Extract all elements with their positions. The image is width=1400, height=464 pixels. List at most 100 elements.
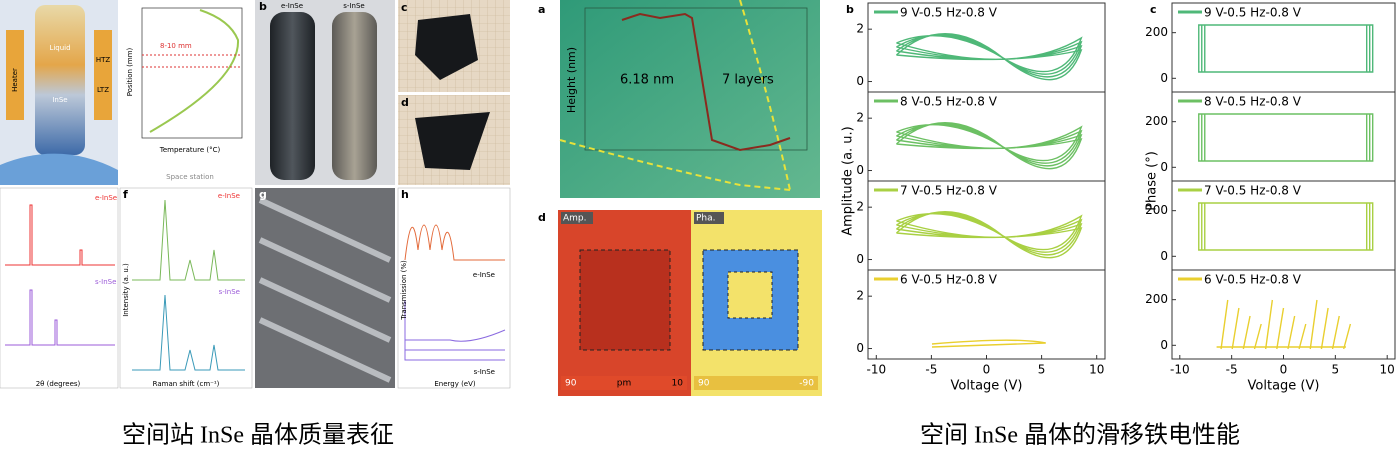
height-profile: [621, 12, 791, 152]
y-tick-label: 0: [1160, 71, 1168, 85]
xrd-e-label: e-InSe: [95, 194, 117, 202]
pha-max: -90: [799, 379, 814, 389]
panel-label: d: [401, 96, 409, 109]
panel-label: b: [846, 3, 854, 16]
ampoule: [35, 5, 85, 155]
x-tick-label: -10: [1170, 363, 1190, 377]
trans-panel: [397, 187, 511, 389]
panel-label: a: [538, 3, 545, 16]
pha-inner: [727, 271, 773, 319]
x-tick-label: -5: [1226, 363, 1238, 377]
y-tick-label: 0: [1160, 249, 1168, 263]
legend-label: 9 V-0.5 Hz-0.8 V: [1204, 6, 1302, 20]
hysteresis-trace: [1198, 113, 1374, 162]
y-tick-label: 200: [1145, 114, 1168, 128]
amp-box: [579, 249, 671, 351]
panel-label: d: [538, 211, 546, 224]
x-tick-label: 5: [1332, 363, 1340, 377]
sem-layers: [258, 197, 392, 383]
step-label: 6.18 nm: [620, 73, 674, 88]
energy-axis: Energy (eV): [434, 380, 476, 388]
height-axis: Height (nm): [565, 47, 578, 113]
y-tick-label: 2: [856, 111, 864, 125]
afm-image: [560, 0, 820, 198]
x-tick-label: -10: [866, 363, 886, 377]
panel-label: f: [123, 188, 128, 201]
pos-axis: Position (mm): [126, 47, 134, 96]
raman-y: Intensity (a. u.): [122, 263, 130, 317]
temp-axis: Temperature (°C): [159, 146, 221, 154]
y-tick-label: 0: [856, 252, 864, 266]
y-tick-label: 2: [856, 289, 864, 303]
hysteresis-trace: [1198, 202, 1374, 251]
xrd-panel: [0, 187, 119, 389]
y-tick-label: 2: [856, 200, 864, 214]
xrd-s: [5, 289, 115, 346]
y-tick-label: 0: [1160, 338, 1168, 352]
middle-figure: a Height (nm) 6.18 nm 7 layers d Amp. Ph…: [538, 0, 822, 396]
temp-panel: [120, 0, 252, 185]
panel-label: g: [259, 188, 267, 201]
hysteresis-trace: [931, 339, 1046, 348]
e-label: e-InSe: [281, 2, 303, 10]
layers-label: 7 layers: [722, 73, 774, 88]
amp-colorbar: [561, 376, 687, 390]
y-tick-label: 200: [1145, 203, 1168, 217]
amp-unit: pm: [617, 379, 631, 389]
hysteresis-trace: [1198, 24, 1374, 73]
pha-min: 90: [698, 379, 710, 389]
pha-colorbar: [694, 376, 818, 390]
inse-label: InSe: [52, 96, 67, 104]
panel-label: c: [1150, 3, 1157, 16]
ltz-label: LTZ: [97, 86, 109, 94]
y-tick-label: 2: [856, 22, 864, 36]
trans-e-label: e-InSe: [473, 271, 495, 279]
x-tick-label: 5: [1038, 363, 1046, 377]
temp-frame: [141, 7, 243, 139]
htz-label: HTZ: [96, 56, 111, 64]
xrd-e: [5, 204, 115, 266]
xrd-axis: 2θ (degrees): [36, 380, 81, 388]
x-axis-label: Voltage (V): [951, 379, 1023, 394]
legend-label: 6 V-0.5 Hz-0.8 V: [1204, 273, 1302, 287]
left-figure: Heater HTZ LTZ Liquid InSe 8-10 mm Tempe…: [0, 0, 511, 449]
y-tick-label: 200: [1145, 292, 1168, 306]
trans-s: [404, 300, 506, 361]
legend-label: 9 V-0.5 Hz-0.8 V: [900, 6, 998, 20]
hysteresis-trace: [1216, 299, 1352, 350]
pha-label: Pha.: [696, 214, 716, 224]
panel-label: h: [401, 188, 409, 201]
pha-tag: [694, 212, 724, 224]
raman-e-label: e-InSe: [218, 192, 240, 200]
y-tick-label: 200: [1145, 25, 1168, 39]
x-tick-label: -5: [925, 363, 937, 377]
y-tick-label: 0: [856, 74, 864, 88]
raman-s-label: s-InSe: [219, 288, 240, 296]
trans-e: [404, 224, 505, 261]
raman-panel: [119, 187, 253, 389]
orbit: [0, 153, 118, 185]
x-tick-label: 10: [1089, 363, 1104, 377]
raman-axis: Raman shift (cm⁻¹): [153, 380, 220, 388]
heater-right: [94, 30, 112, 120]
hysteresis-trace: [895, 33, 1083, 81]
crystal-c: [415, 14, 478, 80]
x-tick-label: 0: [983, 363, 991, 377]
y-tick-label: 0: [856, 163, 864, 177]
legend-label: 8 V-0.5 Hz-0.8 V: [1204, 95, 1302, 109]
heater-label: Heater: [11, 68, 19, 92]
x-tick-label: 0: [1280, 363, 1288, 377]
legend-label: 8 V-0.5 Hz-0.8 V: [900, 95, 998, 109]
hysteresis-trace: [895, 122, 1083, 170]
boundary: [559, 0, 791, 191]
raman-e: [132, 199, 245, 281]
amp-max: 10: [672, 379, 684, 389]
panel-label: b: [259, 0, 267, 13]
amp-tag: [561, 212, 593, 224]
raman-s: [132, 294, 245, 371]
space-label: Space station: [166, 173, 214, 181]
legend-label: 6 V-0.5 Hz-0.8 V: [900, 273, 998, 287]
temp-curve: [149, 9, 240, 133]
